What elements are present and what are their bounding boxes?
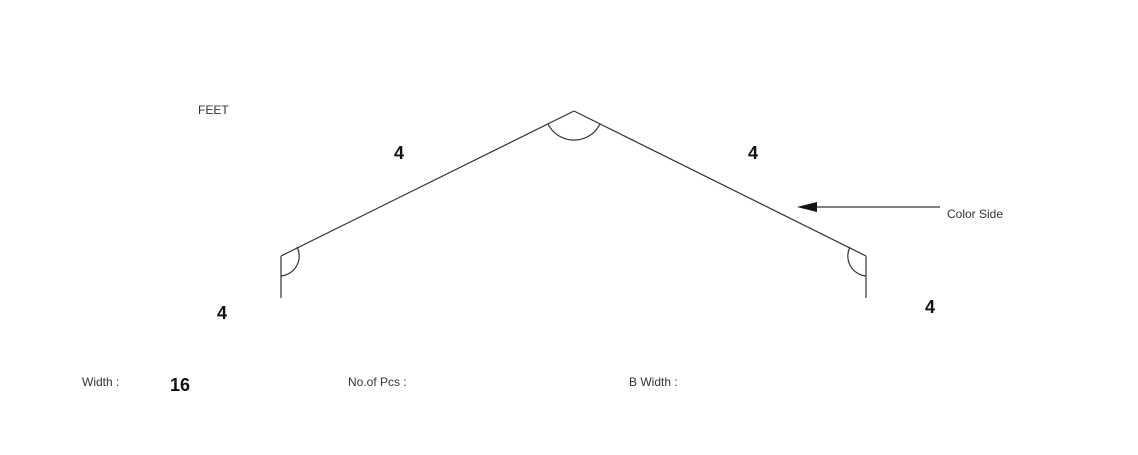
color-side-arrow-head <box>797 202 817 212</box>
right-leg-dimension: 4 <box>925 297 936 317</box>
right-slope-dimension: 4 <box>748 143 759 163</box>
b-width-label: B Width : <box>629 375 678 389</box>
left-slope-dimension: 4 <box>394 143 405 163</box>
apex-angle-arc <box>547 123 601 141</box>
color-side-label: Color Side <box>947 207 1004 221</box>
pcs-label: No.of Pcs : <box>348 375 407 389</box>
left-slope-line <box>280 110 575 257</box>
width-label: Width : <box>82 375 120 389</box>
right-slope-line <box>573 110 867 257</box>
unit-label: FEET <box>198 103 229 117</box>
right-bend-angle-arc <box>847 246 867 277</box>
width-value: 16 <box>170 375 191 395</box>
left-leg-dimension: 4 <box>217 303 228 323</box>
left-bend-angle-arc <box>280 246 300 277</box>
